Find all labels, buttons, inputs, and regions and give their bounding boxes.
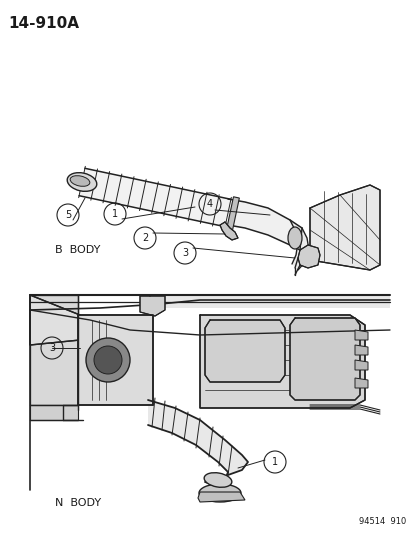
Text: B  BODY: B BODY <box>55 245 100 255</box>
Ellipse shape <box>67 173 97 191</box>
Polygon shape <box>30 295 80 345</box>
Polygon shape <box>140 296 165 316</box>
Ellipse shape <box>287 227 301 249</box>
Polygon shape <box>354 378 367 388</box>
Polygon shape <box>140 295 389 308</box>
Polygon shape <box>297 245 319 268</box>
Polygon shape <box>30 405 78 420</box>
Polygon shape <box>289 220 308 270</box>
Polygon shape <box>30 295 78 405</box>
Polygon shape <box>147 400 247 485</box>
Polygon shape <box>354 360 367 370</box>
Polygon shape <box>199 315 364 408</box>
Ellipse shape <box>204 473 231 487</box>
Polygon shape <box>228 199 301 250</box>
Text: 3: 3 <box>181 248 188 258</box>
Polygon shape <box>204 320 284 382</box>
Polygon shape <box>226 197 239 231</box>
Text: 5: 5 <box>65 210 71 220</box>
Polygon shape <box>79 168 230 227</box>
Text: 94514  910: 94514 910 <box>358 517 405 526</box>
Text: N  BODY: N BODY <box>55 498 101 508</box>
Polygon shape <box>78 315 153 405</box>
Ellipse shape <box>199 484 240 502</box>
Circle shape <box>86 338 130 382</box>
Ellipse shape <box>70 176 90 187</box>
Text: 2: 2 <box>142 233 148 243</box>
Text: 1: 1 <box>271 457 278 467</box>
Polygon shape <box>354 330 367 340</box>
Polygon shape <box>289 318 359 400</box>
Polygon shape <box>309 185 379 270</box>
Polygon shape <box>197 492 244 502</box>
Text: 1: 1 <box>112 209 118 219</box>
Polygon shape <box>354 345 367 355</box>
Circle shape <box>94 346 122 374</box>
Text: 14-910A: 14-910A <box>8 16 79 31</box>
Polygon shape <box>219 222 237 240</box>
Text: 3: 3 <box>49 343 55 353</box>
Text: 4: 4 <box>206 199 213 209</box>
